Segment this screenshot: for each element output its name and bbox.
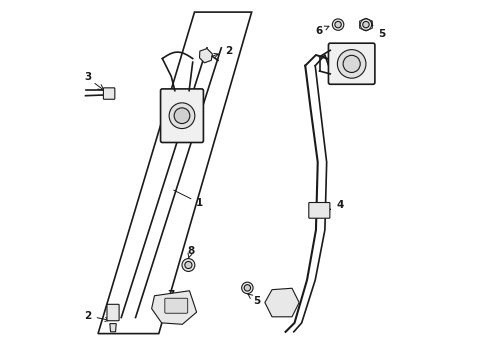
Circle shape xyxy=(241,282,253,294)
FancyBboxPatch shape xyxy=(328,43,374,84)
Text: 3: 3 xyxy=(84,72,91,82)
FancyBboxPatch shape xyxy=(103,88,115,99)
Text: 4: 4 xyxy=(325,200,344,213)
Text: 7: 7 xyxy=(166,290,174,316)
Polygon shape xyxy=(199,49,212,63)
Circle shape xyxy=(174,108,189,123)
Text: 5: 5 xyxy=(367,21,385,39)
Text: 2: 2 xyxy=(84,311,109,321)
Text: 5: 5 xyxy=(247,294,260,306)
Text: 2: 2 xyxy=(210,46,232,57)
Circle shape xyxy=(360,19,371,30)
Circle shape xyxy=(169,103,194,129)
FancyBboxPatch shape xyxy=(107,304,119,321)
FancyBboxPatch shape xyxy=(160,89,203,143)
Circle shape xyxy=(244,285,250,291)
FancyBboxPatch shape xyxy=(164,298,187,313)
Text: 1: 1 xyxy=(173,190,203,208)
Text: 8: 8 xyxy=(187,246,194,258)
Polygon shape xyxy=(110,324,116,332)
FancyBboxPatch shape xyxy=(308,203,329,218)
Polygon shape xyxy=(264,288,299,317)
Circle shape xyxy=(343,55,360,72)
Circle shape xyxy=(337,50,365,78)
Circle shape xyxy=(362,21,368,28)
Polygon shape xyxy=(151,291,196,324)
Circle shape xyxy=(182,258,194,271)
Circle shape xyxy=(332,19,343,30)
Circle shape xyxy=(184,261,192,269)
Circle shape xyxy=(334,21,341,28)
Text: 6: 6 xyxy=(315,26,328,36)
